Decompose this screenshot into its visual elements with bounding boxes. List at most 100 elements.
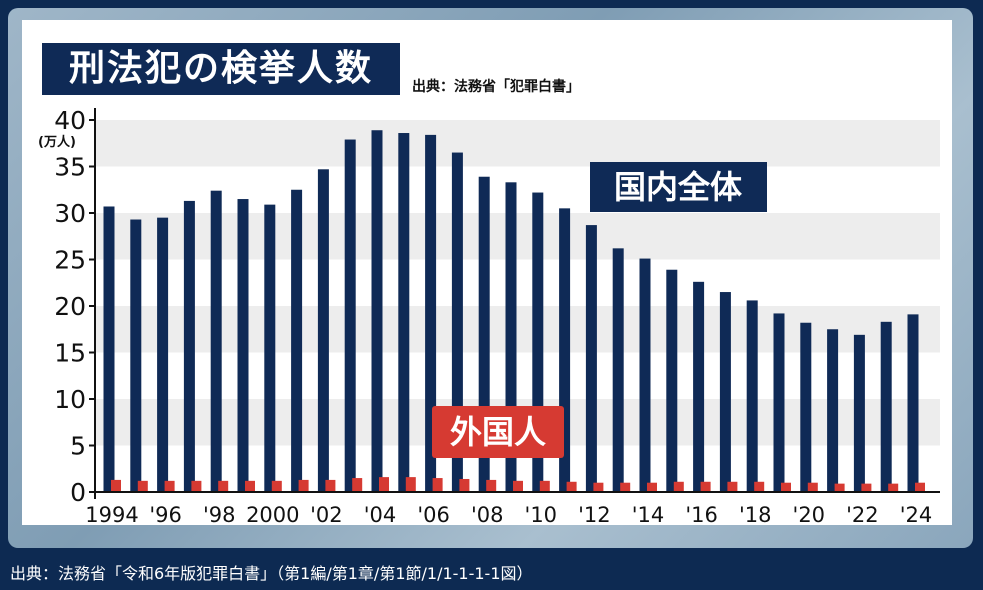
bar-domestic: [317, 169, 329, 493]
bar-foreign: [754, 481, 765, 492]
bar-domestic: [478, 176, 490, 493]
tick-labels: 0 5 10 15 20 25 30 35 40(万人) 1994 '96 '98 2000 '02 '04…: [38, 106, 932, 527]
bar-domestic: [666, 269, 678, 492]
bar-domestic: [130, 219, 142, 492]
bar-foreign: [379, 477, 389, 492]
bar-foreign: [888, 483, 899, 492]
x-tick-label: '10: [525, 503, 558, 527]
y-axis-unit: (万人): [38, 134, 76, 150]
bar-domestic: [853, 334, 865, 492]
source-caption: 出典：法務省「令和6年版犯罪白書」（第1編/第1章/第1節/1/1-1-1-1図…: [10, 564, 533, 583]
bar-domestic: [451, 152, 463, 493]
bar-domestic: [532, 192, 544, 493]
bar-foreign: [539, 480, 550, 492]
x-tick-label: '14: [632, 503, 665, 527]
chart-title: 刑法犯の検挙人数: [42, 43, 400, 95]
bar-foreign: [218, 480, 229, 492]
grid-band: [95, 306, 940, 353]
y-tick-label: 25: [54, 246, 86, 275]
bar-foreign: [700, 481, 711, 492]
x-tick-label: '98: [203, 503, 236, 527]
bar-domestic: [264, 204, 276, 492]
bar-foreign: [566, 481, 577, 492]
y-tick-label: 10: [54, 385, 86, 414]
y-tick-label: 40: [54, 106, 86, 135]
legend-domestic-box: [590, 162, 767, 212]
y-tick-label: 20: [54, 292, 86, 321]
bars: [103, 130, 925, 493]
legend-foreign-box: [432, 406, 564, 458]
bar-domestic: [907, 314, 919, 492]
x-tick-label: '06: [417, 503, 450, 527]
bar-foreign: [727, 481, 738, 492]
x-tick-label: '04: [364, 503, 397, 527]
bar-foreign: [593, 482, 604, 492]
bar-foreign: [620, 482, 631, 492]
source-note: 出典：法務省「犯罪白書」: [412, 79, 580, 95]
y-tick-label: 5: [70, 432, 86, 461]
bar-foreign: [271, 480, 282, 492]
bar-domestic: [425, 134, 437, 492]
x-tick-label: '12: [578, 503, 611, 527]
bar-foreign: [834, 483, 845, 492]
x-tick-label: '22: [846, 503, 879, 527]
bar-domestic: [344, 139, 356, 492]
x-tick-label: '96: [149, 503, 182, 527]
bar-foreign: [137, 480, 148, 492]
bar-domestic: [827, 329, 839, 492]
bar-domestic: [880, 321, 892, 492]
bar-domestic: [103, 206, 115, 493]
bar-foreign: [807, 482, 818, 492]
bar-foreign: [111, 479, 121, 492]
bar-foreign: [459, 478, 470, 492]
y-tick-label: 35: [54, 153, 86, 182]
bar-domestic: [210, 190, 222, 492]
bar-domestic: [612, 248, 624, 492]
bar-foreign: [673, 481, 684, 492]
x-tick-label: 1994: [85, 503, 138, 527]
legend-domestic-label: 国内全体: [614, 168, 742, 206]
bar-domestic: [237, 199, 249, 493]
bar-foreign: [191, 480, 202, 492]
grid-bands: [95, 120, 940, 446]
axes: [89, 108, 940, 499]
bar-domestic: [291, 189, 303, 492]
y-tick-label: 0: [70, 478, 86, 507]
y-tick-label: 30: [54, 199, 86, 228]
bar-foreign: [432, 478, 443, 492]
legend-foreign-label: 外国人: [450, 413, 546, 451]
x-tick-label: '24: [900, 503, 933, 527]
bar-domestic: [719, 292, 731, 492]
bar-domestic: [398, 133, 410, 492]
bar-domestic: [773, 313, 785, 492]
bar-domestic: [746, 300, 758, 492]
x-tick-label: '16: [685, 503, 718, 527]
x-tick-label: '02: [310, 503, 343, 527]
bar-foreign: [245, 480, 255, 492]
bar-foreign: [861, 483, 872, 492]
bar-domestic: [639, 258, 651, 492]
grid-band: [95, 120, 940, 167]
x-tick-label: 2000: [246, 503, 299, 527]
x-tick-label: '08: [471, 503, 504, 527]
y-tick-label: 15: [54, 339, 86, 368]
bar-domestic: [559, 208, 571, 492]
bar-foreign: [513, 480, 523, 492]
bar-foreign: [915, 482, 925, 492]
bar-domestic: [585, 225, 597, 492]
x-tick-label: '20: [793, 503, 826, 527]
bar-domestic: [371, 130, 383, 493]
bar-foreign: [781, 482, 791, 492]
bar-foreign: [325, 479, 336, 492]
bar-domestic: [505, 182, 517, 492]
bar-foreign: [352, 478, 363, 492]
bar-foreign: [164, 480, 175, 492]
bar-foreign: [298, 479, 309, 492]
bar-foreign: [647, 482, 657, 492]
bar-domestic: [800, 322, 812, 492]
bar-foreign: [486, 479, 497, 492]
bar-domestic: [157, 217, 169, 492]
bar-foreign: [405, 477, 416, 492]
